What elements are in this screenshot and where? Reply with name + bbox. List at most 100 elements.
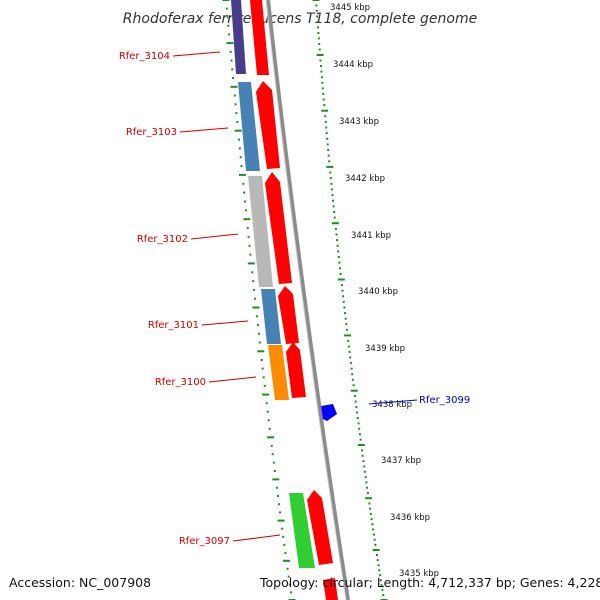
inner-ring-tick xyxy=(235,112,238,115)
outer-scale-tick xyxy=(372,533,375,536)
outer-scale-tick xyxy=(344,312,346,315)
outer-scale-tick xyxy=(317,31,320,34)
outer-scale-tick xyxy=(327,154,330,157)
outer-scale-tick xyxy=(317,37,320,40)
inner-ring-tick xyxy=(287,575,290,578)
outer-scale-tick xyxy=(325,132,328,135)
outer-scale-tick xyxy=(337,250,340,253)
inner-ring-tick xyxy=(273,470,276,472)
outer-scale-tick xyxy=(319,59,322,62)
outer-scale-tick xyxy=(324,115,327,118)
cds-arrow-3101 xyxy=(278,286,299,344)
inner-ring-tick xyxy=(279,511,281,514)
outer-scale-tick xyxy=(322,92,325,95)
inner-ring-tick xyxy=(244,200,246,203)
outer-scale-tick xyxy=(351,378,354,381)
cds-forward-track xyxy=(250,0,338,600)
inner-ring-tick xyxy=(249,253,252,256)
outer-scale-tick xyxy=(332,199,334,202)
outer-scale-tick xyxy=(338,261,341,264)
inner-ring-tick xyxy=(268,427,271,430)
inner-ring-tick xyxy=(225,7,228,10)
inner-ring-tick xyxy=(267,436,275,439)
inner-ring-tick xyxy=(251,271,254,274)
outer-scale-tick xyxy=(355,406,358,409)
outer-scale-tick xyxy=(369,512,372,515)
cds-arrow-3099 xyxy=(321,404,337,421)
outer-scale-tick xyxy=(320,70,323,73)
cog-track xyxy=(231,0,315,568)
inner-ring-tick xyxy=(283,559,290,562)
kbp-label-3443: 3443 kbp xyxy=(339,117,379,127)
outer-scale-tick xyxy=(380,584,383,587)
kbp-label-3445: 3445 kbp xyxy=(330,3,370,13)
outer-scale-tick xyxy=(315,9,318,12)
inner-ring-tick xyxy=(227,24,230,27)
dotted-rings xyxy=(222,0,388,600)
cog-block-3101 xyxy=(261,289,281,344)
cds-arrow-3103 xyxy=(256,81,280,169)
gene-label-3101[interactable]: Rfer_3101 xyxy=(148,320,199,331)
gene-label-3102[interactable]: Rfer_3102 xyxy=(137,234,188,245)
outer-scale-tick xyxy=(371,523,374,526)
inner-ring-tick xyxy=(262,393,270,396)
inner-ring-tick xyxy=(238,138,240,141)
outer-scale-tick xyxy=(325,126,328,129)
outer-scale-tick xyxy=(357,422,360,425)
outer-scale-tick xyxy=(358,427,361,430)
outer-scale-tick xyxy=(316,15,319,18)
kbp-label-3440: 3440 kbp xyxy=(358,287,398,297)
cds-arrow-3104 xyxy=(250,0,269,75)
inner-ring-tick xyxy=(267,419,270,422)
outer-scale-tick xyxy=(370,518,373,521)
kbp-label-3439: 3439 kbp xyxy=(365,344,405,354)
inner-ring-tick xyxy=(243,191,246,194)
outer-scale-tick xyxy=(324,120,327,123)
outer-scale-tick xyxy=(333,216,336,219)
inner-ring-tick xyxy=(253,288,256,291)
cog-block-3102 xyxy=(248,176,273,287)
inner-ring-tick xyxy=(230,59,233,62)
outer-scale-tick xyxy=(330,182,333,185)
gene-label-3100[interactable]: Rfer_3100 xyxy=(155,377,206,388)
inner-ring-tick xyxy=(278,503,280,506)
backbone-line xyxy=(265,0,350,600)
outer-scale-tick xyxy=(379,574,382,577)
outer-scale-tick xyxy=(336,244,339,247)
outer-scale-tick xyxy=(339,272,342,275)
gene-label-3099[interactable]: Rfer_3099 xyxy=(419,395,470,406)
inner-ring-tick xyxy=(231,68,234,71)
outer-scale-tick xyxy=(328,160,331,163)
outer-scale-tick xyxy=(347,345,350,348)
outer-scale-tick xyxy=(361,449,363,452)
inner-ring-tick xyxy=(230,85,238,88)
inner-ring-tick xyxy=(240,165,243,168)
outer-scale-tick xyxy=(361,454,364,457)
gene-label-3104[interactable]: Rfer_3104 xyxy=(119,51,170,62)
inner-ring-tick xyxy=(239,156,242,159)
gene-label-3097[interactable]: Rfer_3097 xyxy=(179,536,230,547)
outer-scale-tick xyxy=(376,554,378,556)
inner-ring-tick xyxy=(243,218,251,221)
outer-scale-tick xyxy=(352,384,355,387)
outer-scale-tick xyxy=(326,137,329,140)
inner-ring-tick xyxy=(283,543,286,546)
outer-scale-tick xyxy=(362,460,365,463)
inner-ring-tick xyxy=(226,16,229,19)
inner-ring-tick xyxy=(232,77,235,79)
outer-scale-tick xyxy=(332,205,335,208)
inner-ring-tick xyxy=(247,262,255,265)
outer-scale-tick xyxy=(318,48,321,51)
outer-scale-tick xyxy=(366,492,369,494)
gene-label-3103[interactable]: Rfer_3103 xyxy=(126,127,177,138)
inner-ring-tick xyxy=(254,297,257,300)
inner-ring-tick xyxy=(258,341,261,344)
inner-ring-tick xyxy=(284,551,287,554)
outer-scale-tick xyxy=(333,211,336,213)
inner-ring-tick xyxy=(266,410,269,413)
outer-scale-tick xyxy=(331,194,334,197)
outer-scale-tick xyxy=(349,362,352,365)
outer-scale-tick xyxy=(326,143,329,146)
outer-scale-tick xyxy=(363,470,366,473)
outer-scale-tick xyxy=(317,26,319,29)
